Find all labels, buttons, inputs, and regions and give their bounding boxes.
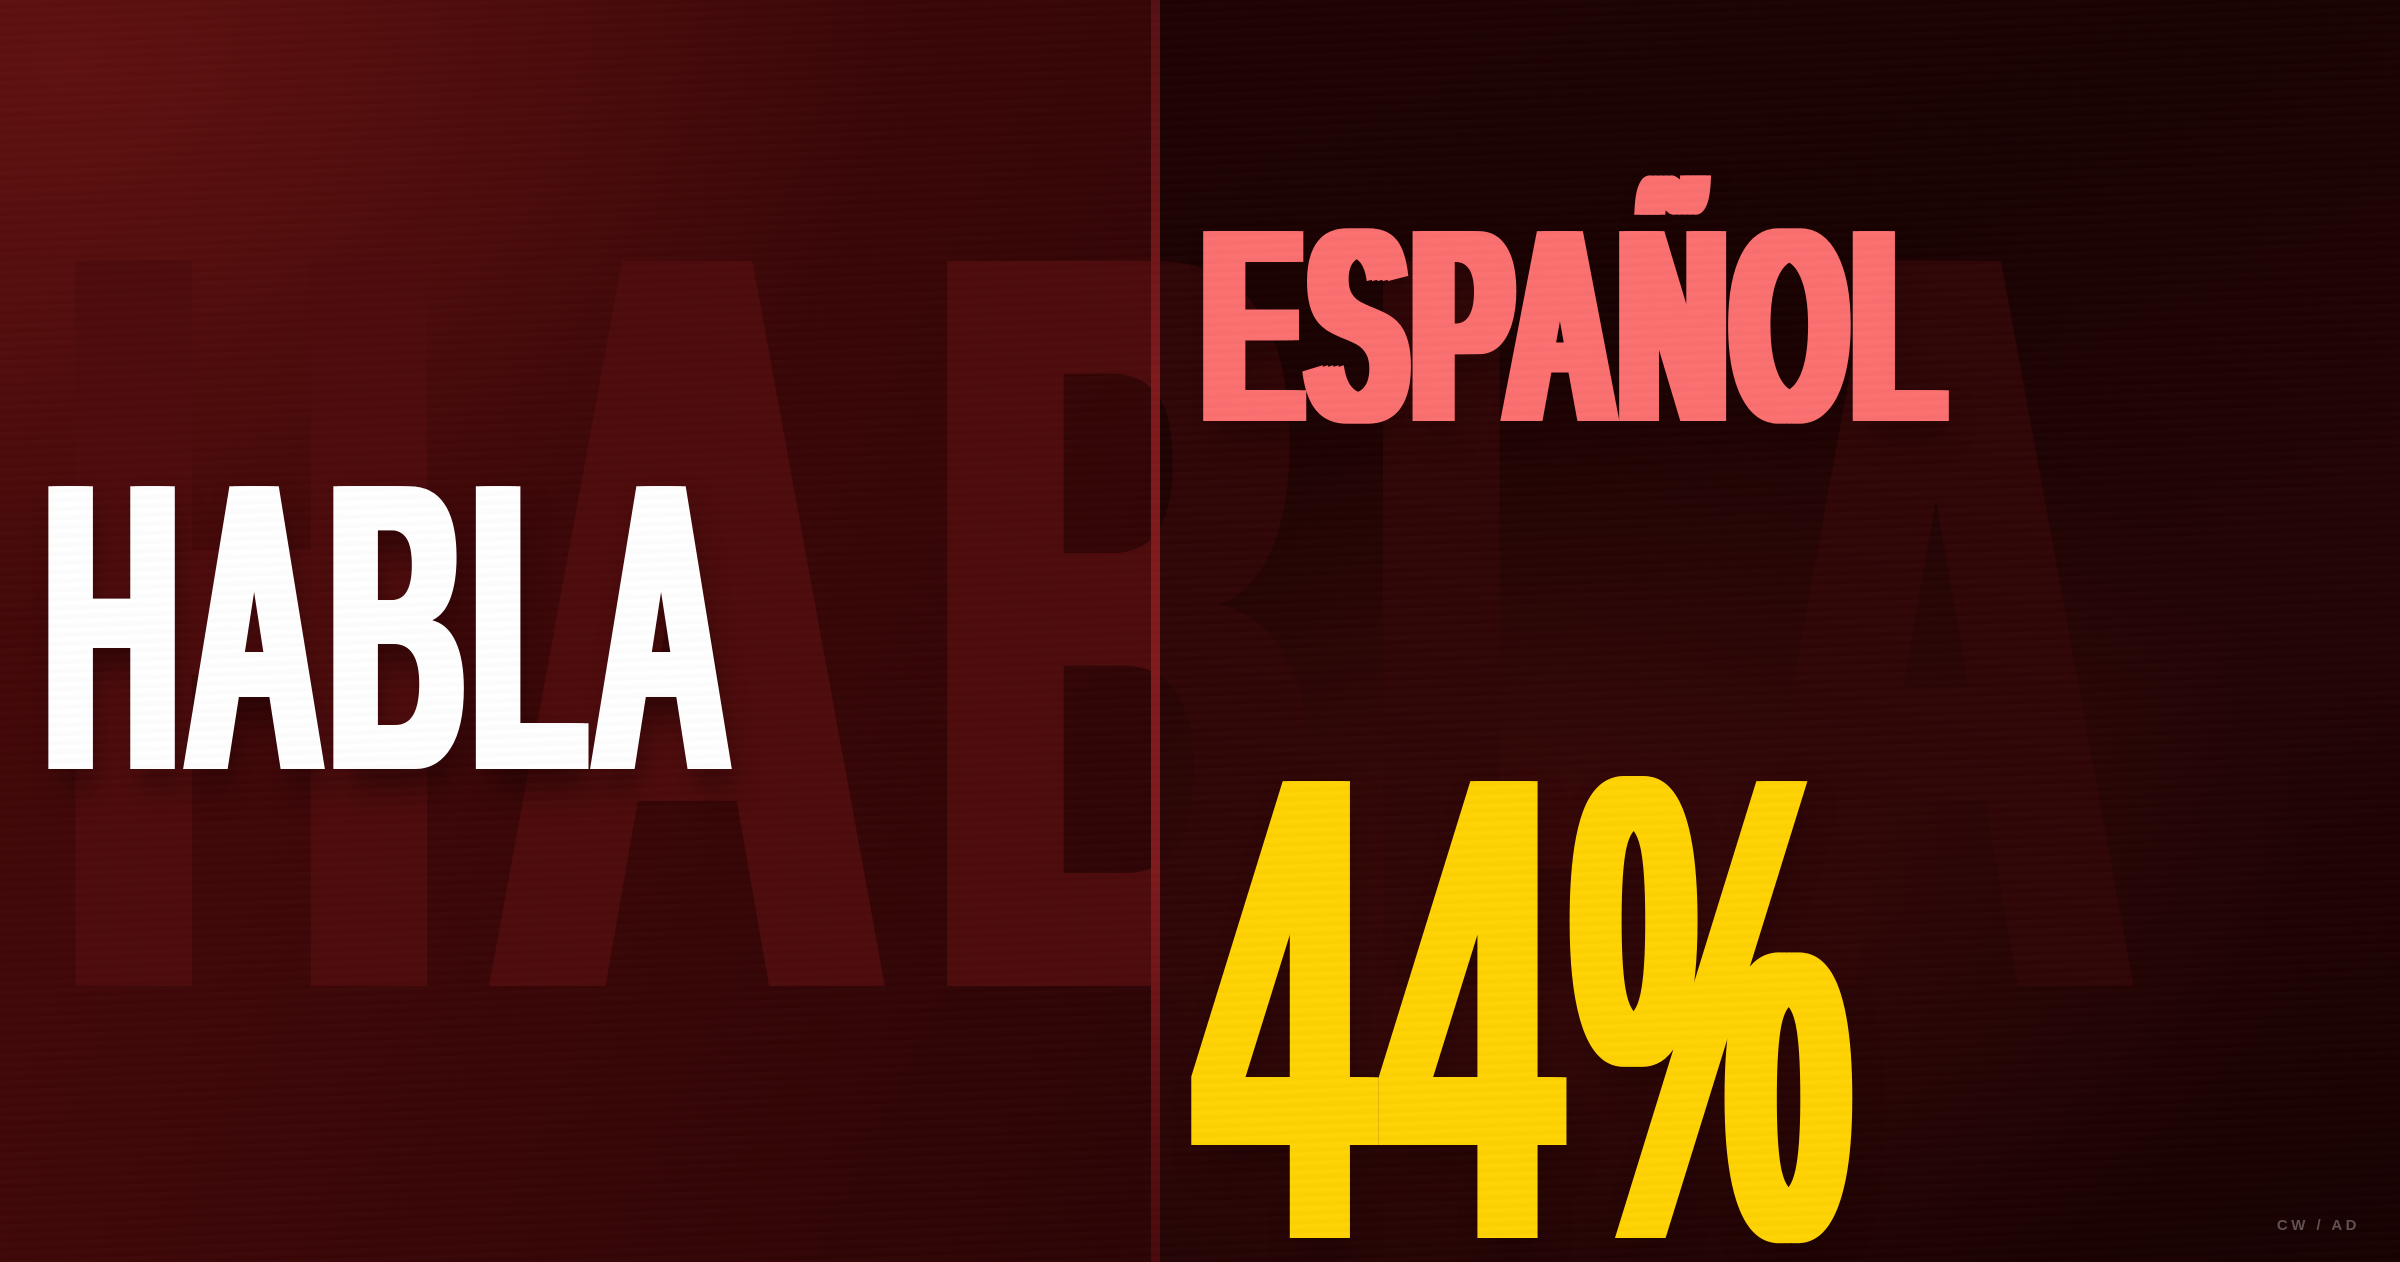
headline-habla: HABLA (45, 398, 737, 857)
background-watermark-word: HABLA (1155, 33, 2181, 1210)
headline-espanol: ESPAÑOL (1204, 172, 1951, 480)
right-background-panel (1155, 0, 2400, 1262)
watermark-right-half: HABLA (1155, 0, 2400, 1262)
stat-percentage: 44% (1196, 637, 1864, 1262)
background-watermark-word: HABLA (60, 33, 1155, 1210)
left-background-panel (0, 0, 1155, 1262)
watermark-left-half: HABLA (0, 0, 1155, 1262)
credit-text: CW / AD (2276, 1217, 2360, 1234)
vertical-divider-line (1151, 0, 1160, 1262)
